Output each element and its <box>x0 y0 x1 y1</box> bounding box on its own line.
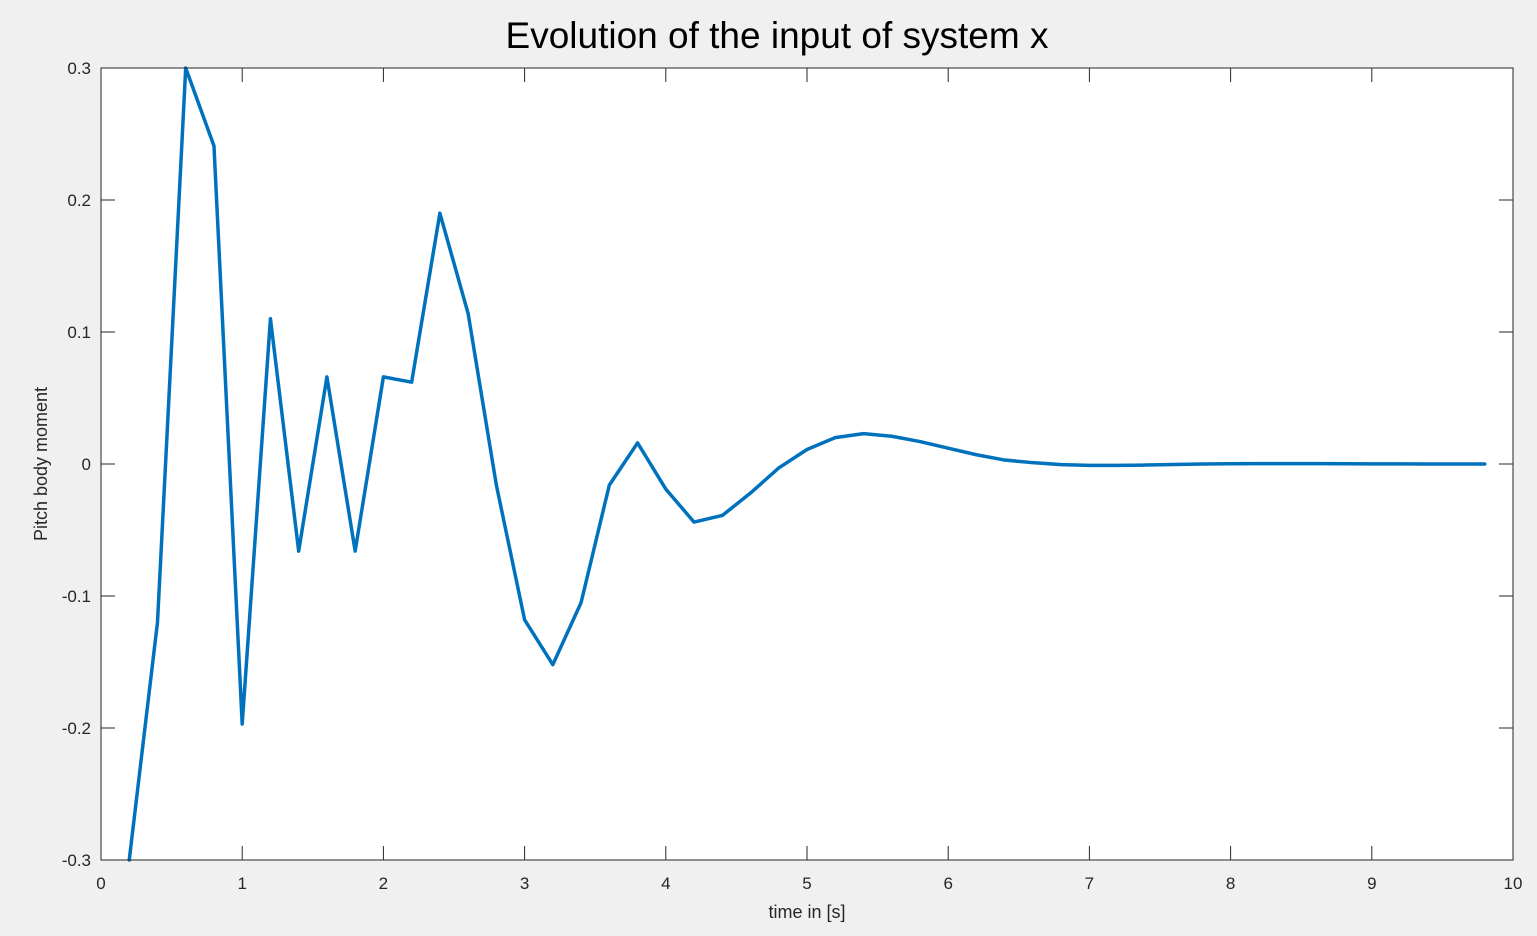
y-tick-label: 0.2 <box>67 191 91 210</box>
x-tick-label: 10 <box>1504 874 1523 893</box>
chart-title: Evolution of the input of system x <box>506 15 1049 56</box>
x-tick-label: 9 <box>1367 874 1376 893</box>
x-tick-label: 0 <box>96 874 105 893</box>
x-tick-label: 7 <box>1085 874 1094 893</box>
y-tick-label: 0.3 <box>67 59 91 78</box>
series-layer <box>127 66 1487 862</box>
x-tick-label: 8 <box>1226 874 1235 893</box>
x-tick-label: 3 <box>520 874 529 893</box>
x-tick-label: 4 <box>661 874 670 893</box>
x-tick-label: 5 <box>802 874 811 893</box>
y-tick-label: 0.1 <box>67 323 91 342</box>
y-tick-label: -0.2 <box>62 719 91 738</box>
tick-labels-layer: 0 1 2 3 4 5 6 7 8 9 10 -0.3 -0.2 -0.1 0 0.1 0.2 0.3 <box>62 59 1523 893</box>
x-tick-label: 2 <box>379 874 388 893</box>
x-axis-label: time in [s] <box>768 902 845 922</box>
series-line <box>127 66 1487 862</box>
x-tick-label: 6 <box>943 874 952 893</box>
y-axis-label: Pitch body moment <box>31 387 51 541</box>
x-tick-label: 1 <box>237 874 246 893</box>
y-tick-label: -0.3 <box>62 851 91 870</box>
ticks-layer <box>100 67 1514 861</box>
y-tick-label: 0 <box>82 455 91 474</box>
y-tick-label: -0.1 <box>62 587 91 606</box>
